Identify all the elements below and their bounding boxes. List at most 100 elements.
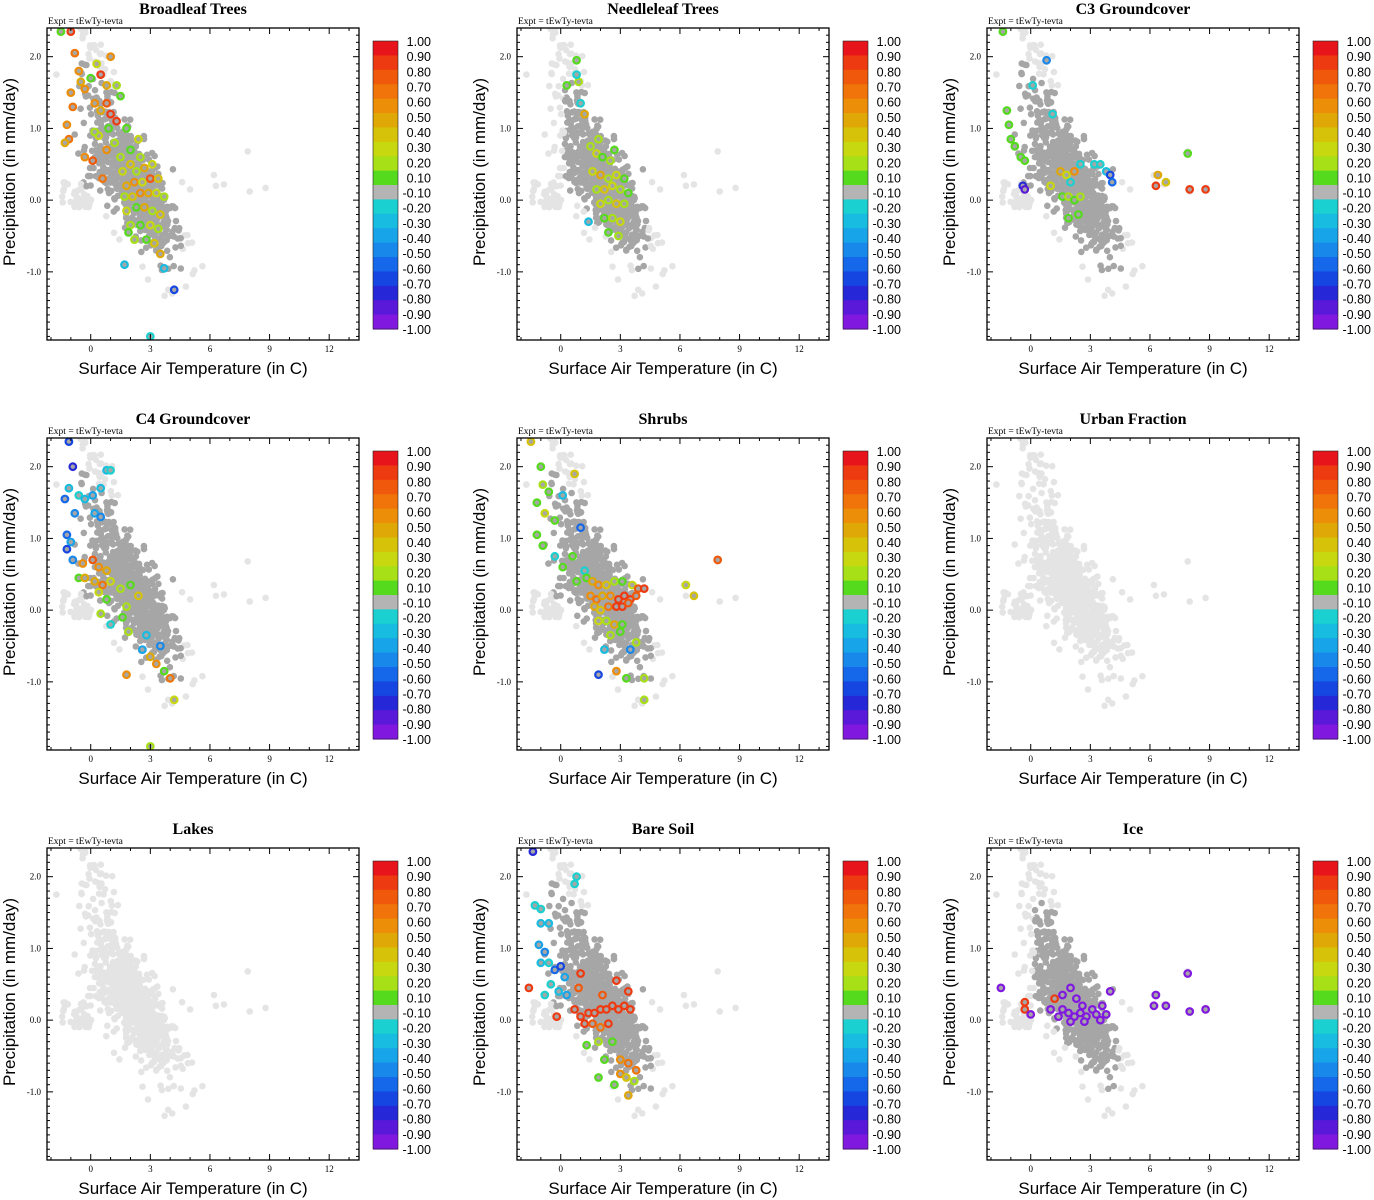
cloud-point <box>184 641 191 649</box>
cloud-point <box>596 550 604 558</box>
data-point <box>169 695 179 705</box>
colorbar-swatch <box>373 228 398 244</box>
colorbar-label: -0.80 <box>873 703 902 717</box>
y-tick-label: 2.0 <box>970 52 982 62</box>
cloud-point <box>1033 108 1041 115</box>
cloud-point <box>1111 204 1119 212</box>
x-tick-label: 0 <box>558 754 563 764</box>
colorbar-frame <box>372 450 399 740</box>
cloud-point <box>1050 208 1058 215</box>
data-point <box>135 188 145 198</box>
data-point <box>586 591 595 601</box>
cloud-point <box>566 97 573 105</box>
data-point <box>592 184 601 194</box>
cloud-point <box>184 231 191 239</box>
colorbar-label: 0.90 <box>407 460 431 474</box>
cloud-point <box>1035 70 1043 77</box>
colorbar-label: -0.10 <box>403 597 432 611</box>
cloud-point <box>614 686 622 693</box>
cloud-point <box>1077 237 1085 244</box>
cloud-point <box>602 547 609 554</box>
cloud-point <box>652 283 660 290</box>
plot-frame <box>46 27 360 341</box>
cloud-point <box>1083 151 1091 159</box>
x-tick-label: 0 <box>1028 344 1033 354</box>
colorbar-swatch <box>843 41 868 56</box>
cloud-point <box>97 530 104 537</box>
cloud-point <box>121 634 129 641</box>
colorbar-label: -0.80 <box>403 293 432 307</box>
cloud-point <box>77 105 84 112</box>
colorbar-label: 0.40 <box>1347 126 1371 140</box>
x-tick-label: 12 <box>795 344 804 354</box>
cloud-point <box>163 657 171 665</box>
data-point <box>90 127 100 137</box>
cloud-point <box>97 50 105 57</box>
x-tick-label: 3 <box>148 344 153 354</box>
cloud-point <box>656 186 664 193</box>
cloud-point <box>174 235 182 242</box>
data-point <box>594 616 603 626</box>
y-tick-label: 2.0 <box>30 462 42 472</box>
cloud-point <box>1092 216 1100 223</box>
colorbar-swatch <box>373 652 398 668</box>
x-tick-label: 12 <box>325 344 334 354</box>
colorbar: 1.000.900.80 0.700.600.500.400.300.200.10… <box>842 35 901 337</box>
cloud-point <box>1051 196 1058 203</box>
x-tick-label: 9 <box>737 344 742 354</box>
data-point <box>74 66 84 76</box>
cloud-point <box>110 68 118 76</box>
colorbar-swatch <box>373 41 398 56</box>
cloud-point <box>73 200 81 208</box>
cloud-point <box>570 544 578 552</box>
colorbar-label: -0.90 <box>403 308 432 322</box>
colorbar-swatch <box>373 724 398 740</box>
data-point <box>572 55 581 65</box>
data-point <box>145 652 155 662</box>
cloud-point <box>1060 151 1068 159</box>
data-point <box>610 145 619 155</box>
data-point <box>104 123 113 133</box>
cloud-point <box>128 154 136 161</box>
colorbar-label: 0.20 <box>877 156 901 170</box>
data-point <box>596 605 605 615</box>
data-point <box>122 602 131 611</box>
data-point <box>550 516 560 525</box>
cloud-point <box>163 613 171 621</box>
data-point <box>526 438 536 446</box>
colorbar-swatch <box>1313 185 1338 200</box>
cloud-point <box>1016 82 1023 90</box>
data-point <box>66 88 76 97</box>
cloud-point <box>102 589 110 597</box>
colorbar-swatch <box>373 494 398 510</box>
cloud-point <box>548 60 556 67</box>
cloud-point <box>640 262 647 270</box>
cloud-point <box>550 147 558 154</box>
data-point <box>631 591 641 601</box>
cloud-point <box>572 108 580 116</box>
colorbar-swatch <box>373 595 398 610</box>
cloud-point <box>153 611 160 618</box>
cloud-point <box>639 642 646 650</box>
cloud-point <box>732 184 739 192</box>
cloud-point <box>125 575 132 582</box>
cloud-point <box>199 672 206 680</box>
colorbar-label: 0.10 <box>877 171 901 185</box>
data-point <box>584 217 593 227</box>
cloud-point <box>110 229 118 237</box>
colorbar-label: -1.00 <box>403 323 432 337</box>
cloud-point <box>121 526 128 533</box>
y-axis-label: Precipitation (in mm/day) <box>470 78 489 266</box>
cloud-point <box>1117 242 1125 250</box>
cloud-point <box>75 150 82 157</box>
cloud-point <box>639 576 647 583</box>
data-point <box>106 52 115 62</box>
cloud-point <box>550 119 558 127</box>
cloud-point <box>1066 116 1074 123</box>
cloud-point <box>1047 147 1054 155</box>
cloud-point <box>547 438 554 443</box>
cloud-point <box>589 128 596 136</box>
cloud-point <box>87 110 95 118</box>
data-point <box>131 166 141 176</box>
cloud-point <box>112 531 120 538</box>
